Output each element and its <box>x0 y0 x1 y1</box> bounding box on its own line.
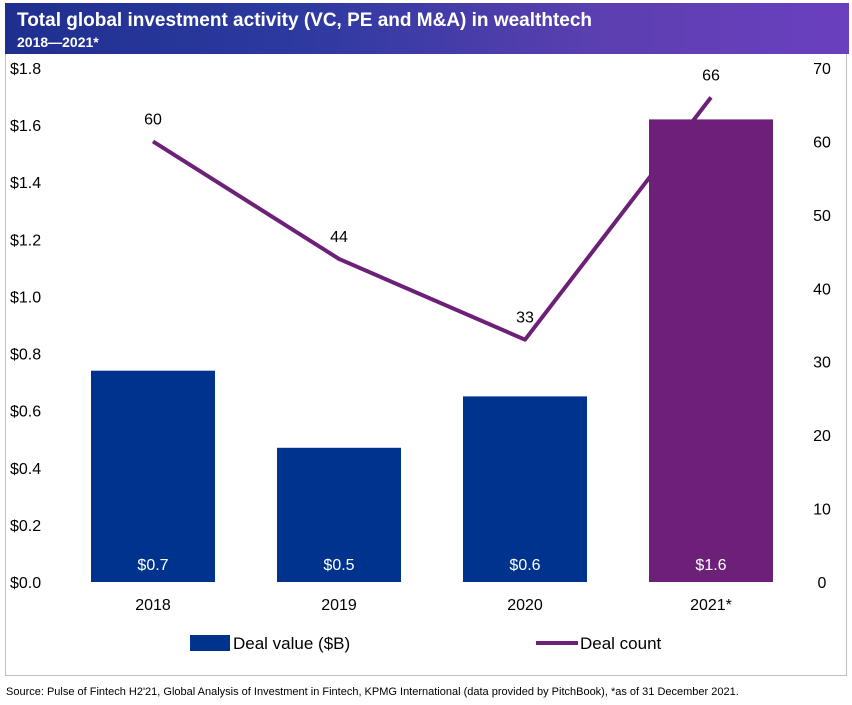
y-left-tick-label: $0.4 <box>10 461 41 478</box>
deal-value-label: $0.5 <box>323 557 354 574</box>
deal-value-bar <box>277 447 401 582</box>
deal-count-label: 60 <box>144 111 162 128</box>
y-right-tick-label: 20 <box>813 428 831 445</box>
y-right-tick-label: 0 <box>818 575 827 592</box>
y-left-tick-label: $1.6 <box>10 118 41 135</box>
x-tick-label: 2021* <box>690 597 732 614</box>
deal-value-label: $0.7 <box>137 557 168 574</box>
y-left-tick-label: $1.0 <box>10 289 41 306</box>
deal-value-label: $1.6 <box>695 557 726 574</box>
x-tick-label: 2020 <box>507 597 543 614</box>
y-right-tick-label: 30 <box>813 355 831 372</box>
deal-count-label: 44 <box>330 229 348 246</box>
deal-count-label: 33 <box>516 310 534 327</box>
y-right-tick-label: 50 <box>813 208 831 225</box>
chart-frame <box>5 54 847 676</box>
legend-swatch-deal-value <box>190 635 230 651</box>
y-left-tick-label: $0.0 <box>10 575 41 592</box>
source-note: Source: Pulse of Fintech H2'21, Global A… <box>6 686 739 698</box>
deal-count-label: 66 <box>702 67 720 84</box>
y-left-tick-label: $0.2 <box>10 518 41 535</box>
chart-header: Total global investment activity (VC, PE… <box>5 3 849 54</box>
y-left-tick-label: $0.8 <box>10 347 41 364</box>
combo-chart: $0.0 $0.2 $0.4 $0.6 $0.8 $1.0 $1.2 $1.4 $1.6 $1.8… <box>10 61 831 653</box>
legend-label-deal-count: Deal count <box>580 634 662 653</box>
y-right-tick-label: 40 <box>813 281 831 298</box>
y-left-tick-label: $0.6 <box>10 404 41 421</box>
y-left-tick-label: $1.8 <box>10 61 41 78</box>
deal-value-bar <box>91 370 215 582</box>
deal-value-bar <box>649 119 773 583</box>
deal-value-label: $0.6 <box>509 557 540 574</box>
legend-label-deal-value: Deal value ($B) <box>233 634 350 653</box>
deal-value-bar <box>463 396 587 582</box>
chart-subtitle: 2018—2021* <box>17 34 99 50</box>
deal-count-line <box>151 96 713 342</box>
y-right-tick-label: 60 <box>813 134 831 151</box>
x-tick-label: 2019 <box>321 597 357 614</box>
y-left-tick-label: $1.4 <box>10 175 41 192</box>
y-right-tick-label: 70 <box>813 61 831 78</box>
x-tick-label: 2018 <box>135 597 171 614</box>
chart-title: Total global investment activity (VC, PE… <box>17 10 593 31</box>
y-right-tick-label: 10 <box>813 502 831 519</box>
y-left-tick-label: $1.2 <box>10 232 41 249</box>
